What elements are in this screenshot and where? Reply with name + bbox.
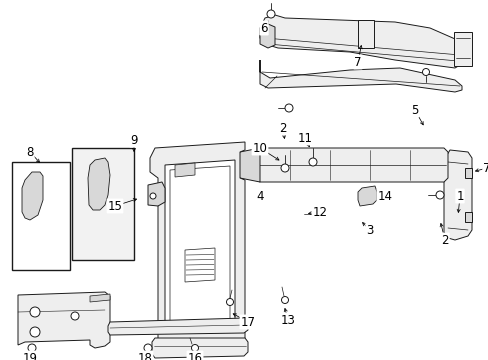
Circle shape: [308, 158, 316, 166]
Text: 3: 3: [366, 224, 373, 237]
Polygon shape: [260, 60, 461, 92]
Polygon shape: [22, 172, 43, 220]
Polygon shape: [108, 318, 247, 335]
Polygon shape: [150, 142, 244, 345]
Polygon shape: [175, 163, 195, 177]
Text: 8: 8: [26, 145, 34, 158]
Text: 18: 18: [137, 351, 152, 360]
Circle shape: [422, 68, 428, 76]
Polygon shape: [88, 158, 110, 210]
Polygon shape: [443, 150, 471, 240]
Circle shape: [30, 307, 40, 317]
Text: 19: 19: [22, 351, 38, 360]
Text: 6: 6: [260, 22, 267, 35]
Text: 4: 4: [256, 189, 263, 202]
Polygon shape: [164, 160, 235, 330]
Circle shape: [266, 10, 274, 18]
Text: 13: 13: [280, 314, 295, 327]
Circle shape: [150, 193, 156, 199]
Polygon shape: [90, 294, 110, 302]
Circle shape: [191, 345, 198, 351]
Circle shape: [285, 104, 292, 112]
Bar: [357, 20, 373, 48]
Text: 1: 1: [455, 189, 463, 202]
Text: 10: 10: [252, 141, 267, 154]
Polygon shape: [464, 212, 471, 222]
Bar: [72, 148, 134, 260]
Circle shape: [281, 297, 288, 303]
Circle shape: [21, 181, 27, 187]
Text: 12: 12: [312, 206, 327, 219]
Text: 16: 16: [187, 351, 202, 360]
Text: 7: 7: [353, 55, 361, 68]
Circle shape: [143, 344, 152, 352]
Circle shape: [281, 164, 288, 172]
Text: 9: 9: [130, 134, 138, 147]
Polygon shape: [18, 292, 110, 348]
Text: 5: 5: [410, 104, 418, 117]
Text: 2: 2: [279, 122, 286, 135]
Polygon shape: [235, 148, 260, 182]
Text: 15: 15: [107, 199, 122, 212]
Polygon shape: [357, 186, 376, 206]
Polygon shape: [148, 182, 164, 206]
Circle shape: [28, 344, 36, 352]
Polygon shape: [254, 148, 447, 182]
Polygon shape: [152, 338, 247, 358]
Text: 7: 7: [482, 162, 488, 175]
Circle shape: [226, 298, 233, 306]
Circle shape: [93, 175, 99, 181]
Text: 17: 17: [240, 315, 255, 328]
Circle shape: [435, 191, 443, 199]
Polygon shape: [464, 168, 471, 178]
Circle shape: [312, 211, 319, 217]
Text: 11: 11: [297, 131, 312, 144]
Text: 2: 2: [440, 234, 448, 247]
Circle shape: [30, 327, 40, 337]
Bar: [12, 162, 70, 270]
Circle shape: [71, 312, 79, 320]
Text: 14: 14: [377, 189, 392, 202]
Polygon shape: [260, 15, 467, 68]
Bar: [453, 32, 471, 66]
Polygon shape: [260, 24, 274, 48]
